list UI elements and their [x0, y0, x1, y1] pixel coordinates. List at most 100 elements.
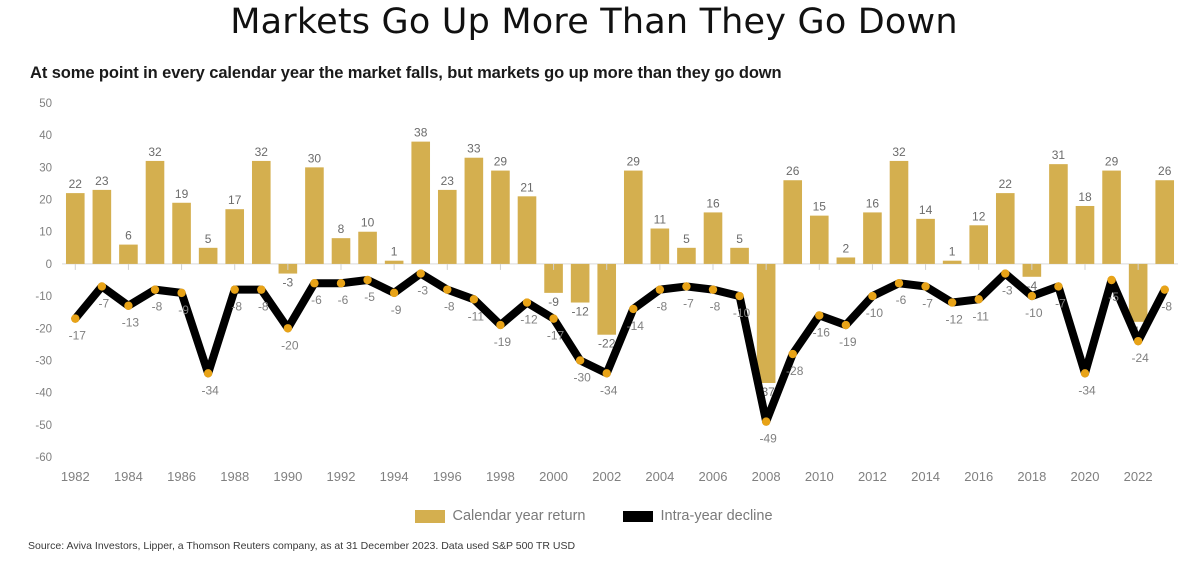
- line-data-point: [974, 295, 983, 304]
- line-data-point: [602, 369, 611, 378]
- line-data-point: [1133, 336, 1143, 346]
- line-value-label: -10: [1025, 306, 1043, 320]
- bar-value-label: 2: [843, 241, 850, 255]
- line-value-label: -7: [683, 296, 694, 310]
- bar: [756, 263, 776, 383]
- line-value-label: -49: [759, 432, 777, 446]
- bar-value-label: 26: [1158, 164, 1172, 178]
- bar: [517, 196, 537, 264]
- x-axis-tick-label: 2008: [752, 469, 781, 484]
- line-value-label: -6: [896, 293, 907, 307]
- line-data-point: [894, 279, 904, 288]
- line-data-point: [708, 285, 718, 294]
- x-axis-tick-label: 2012: [858, 469, 887, 484]
- bar-value-label: 21: [520, 180, 534, 194]
- bar-value-label: 29: [494, 155, 508, 169]
- bar-value-label: 16: [866, 196, 880, 210]
- x-axis-tick-label: 2004: [645, 469, 674, 484]
- bar-value-label: 10: [361, 216, 375, 230]
- bar: [836, 257, 856, 264]
- bar-value-label: 15: [813, 200, 827, 214]
- line-value-label: -8: [657, 300, 668, 314]
- line-value-label: -8: [258, 300, 269, 314]
- bar: [809, 215, 829, 264]
- line-data-point: [71, 314, 80, 323]
- line-value-label: -7: [1055, 296, 1066, 310]
- legend-bar-swatch-icon: [415, 509, 446, 523]
- x-axis-tick-label: 1994: [380, 469, 409, 484]
- line-value-label: -8: [152, 300, 163, 314]
- line-value-label: -30: [573, 370, 591, 384]
- line-value-label: -3: [417, 284, 428, 298]
- bar-value-label: 6: [125, 229, 132, 243]
- line-value-label: -12: [945, 313, 963, 327]
- bar: [198, 247, 218, 264]
- line-data-point: [788, 349, 797, 359]
- line-data-point: [283, 324, 293, 333]
- y-axis-tick-label: 20: [39, 195, 52, 207]
- bar-value-label: 22: [69, 177, 83, 191]
- y-axis-tick-label: -40: [35, 388, 52, 400]
- chart-plot-area: 50 40 30 20 10 0 -10 -20 -30 -40 -50 -60 22 23 6 32 19 5 1…: [0, 95, 1188, 487]
- bar: [305, 167, 324, 264]
- bar-value-label: 14: [919, 203, 933, 217]
- x-axis-tick-label: 2022: [1124, 469, 1153, 484]
- line-data-point: [496, 320, 505, 330]
- x-axis-tick-label: 1990: [273, 469, 302, 484]
- bar-value-label: 31: [1052, 148, 1066, 162]
- bar-value-label: 1: [949, 245, 956, 259]
- bar-value-label: 23: [95, 174, 109, 188]
- bar: [1102, 170, 1121, 264]
- x-axis-tick-label: 1988: [220, 469, 249, 484]
- line-value-label: -10: [733, 306, 751, 320]
- bar: [889, 160, 909, 264]
- y-axis-tick-label: 30: [39, 162, 52, 174]
- legend-label-intra-year-decline: Intra-year decline: [660, 508, 773, 524]
- bar-value-label: 32: [255, 145, 269, 159]
- line-value-label: -8: [710, 300, 721, 314]
- bar-value-label: 29: [627, 155, 641, 169]
- bar-value-label: 5: [683, 232, 690, 246]
- x-axis-tick-label: 2010: [805, 469, 834, 484]
- bar-value-label: -3: [283, 276, 294, 290]
- line-value-label: -11: [468, 309, 485, 323]
- bar-value-label: 32: [148, 145, 162, 159]
- bar: [544, 263, 563, 293]
- line-data-point: [310, 279, 319, 288]
- x-axis-tick-label: 1996: [433, 469, 462, 484]
- line-value-label: -6: [311, 293, 322, 307]
- line-data-point: [363, 275, 372, 285]
- line-value-label: -20: [281, 338, 299, 352]
- source-note: Source: Aviva Investors, Lipper, a Thoms…: [28, 540, 576, 552]
- bar: [358, 231, 377, 264]
- bar-value-label: 29: [1105, 155, 1119, 169]
- line-value-label: -8: [231, 300, 242, 314]
- bar: [65, 193, 85, 264]
- bar: [703, 212, 723, 264]
- bar-value-label: 5: [736, 232, 743, 246]
- line-data-point: [549, 314, 558, 323]
- line-data-point: [389, 288, 399, 298]
- line-value-label: -12: [520, 313, 538, 327]
- y-axis-tick-label: -10: [35, 291, 52, 303]
- bar: [331, 238, 351, 264]
- line-data-point: [921, 282, 930, 291]
- line-data-point: [257, 285, 266, 294]
- bar-value-label: 12: [972, 209, 986, 223]
- bar-value-label: 19: [175, 187, 189, 201]
- y-axis-tick-label: 0: [46, 259, 52, 271]
- line-value-label: -10: [866, 306, 884, 320]
- line-data-point: [655, 285, 665, 294]
- bar: [172, 202, 191, 264]
- bar: [969, 225, 989, 264]
- bar: [863, 212, 882, 264]
- line-value-label: -19: [839, 335, 857, 349]
- line-value-label: -17: [547, 329, 565, 343]
- line-value-label: -7: [922, 296, 933, 310]
- bar: [411, 141, 431, 264]
- chart-subtitle: At some point in every calendar year the…: [30, 64, 782, 82]
- line-value-label: -28: [786, 364, 804, 378]
- line-data-point: [1054, 282, 1063, 291]
- bar: [464, 157, 484, 264]
- chart-legend: Calendar year return Intra-year decline: [0, 508, 1188, 524]
